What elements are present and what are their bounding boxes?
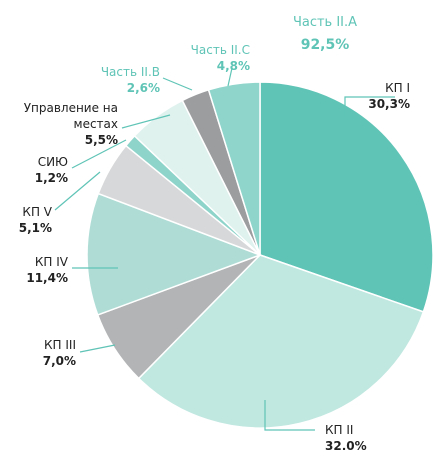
slice-value: 1,2% [34, 171, 68, 185]
annotation-text: Часть II.A [292, 15, 358, 30]
slice-value: 30,3% [368, 97, 410, 111]
slice-label: Управление на местах 5,5% [0, 100, 118, 148]
slice [86, 192, 263, 316]
slice-name: КП II [325, 423, 354, 437]
slice-label: КП IV 11,4% [0, 254, 68, 286]
slice-label: Часть II.B 2,6% [90, 64, 160, 96]
slice-label: КП I 30,3% [340, 80, 410, 112]
slice [259, 81, 434, 313]
slice-value: 11,4% [26, 271, 68, 285]
slice-value: 5,1% [18, 221, 52, 235]
slice-name: КП V [22, 205, 52, 219]
slice [137, 254, 425, 429]
slice-name: Часть II.C [190, 43, 250, 57]
slice-name: КП I [385, 81, 410, 95]
slice-name: СИЮ [37, 155, 68, 169]
leader-lines [54, 67, 395, 431]
slice-name: Управление на местах [23, 101, 118, 131]
slice-label: КП III 7,0% [10, 337, 76, 369]
slice-label: КП V 5,1% [0, 204, 52, 236]
slice-value: 7,0% [42, 354, 76, 368]
slice-name: КП IV [34, 255, 68, 269]
slice-value: 32,0% [325, 439, 367, 450]
annotation-value: 92,5% [300, 37, 350, 53]
slice-value: 5,5% [84, 133, 118, 147]
slice-name: КП III [44, 338, 76, 352]
slice-value: 2,6% [126, 81, 160, 95]
slice-label: СИЮ 1,2% [0, 154, 68, 186]
slice-label: КП II 32,0% [325, 422, 395, 450]
slice-name: Часть II.B [100, 65, 160, 79]
annotation: Часть II.A 92,5% [270, 12, 380, 56]
slice [207, 81, 261, 256]
slice-label: Часть II.C 4,8% [170, 42, 250, 74]
slice-value: 4,8% [216, 59, 250, 73]
